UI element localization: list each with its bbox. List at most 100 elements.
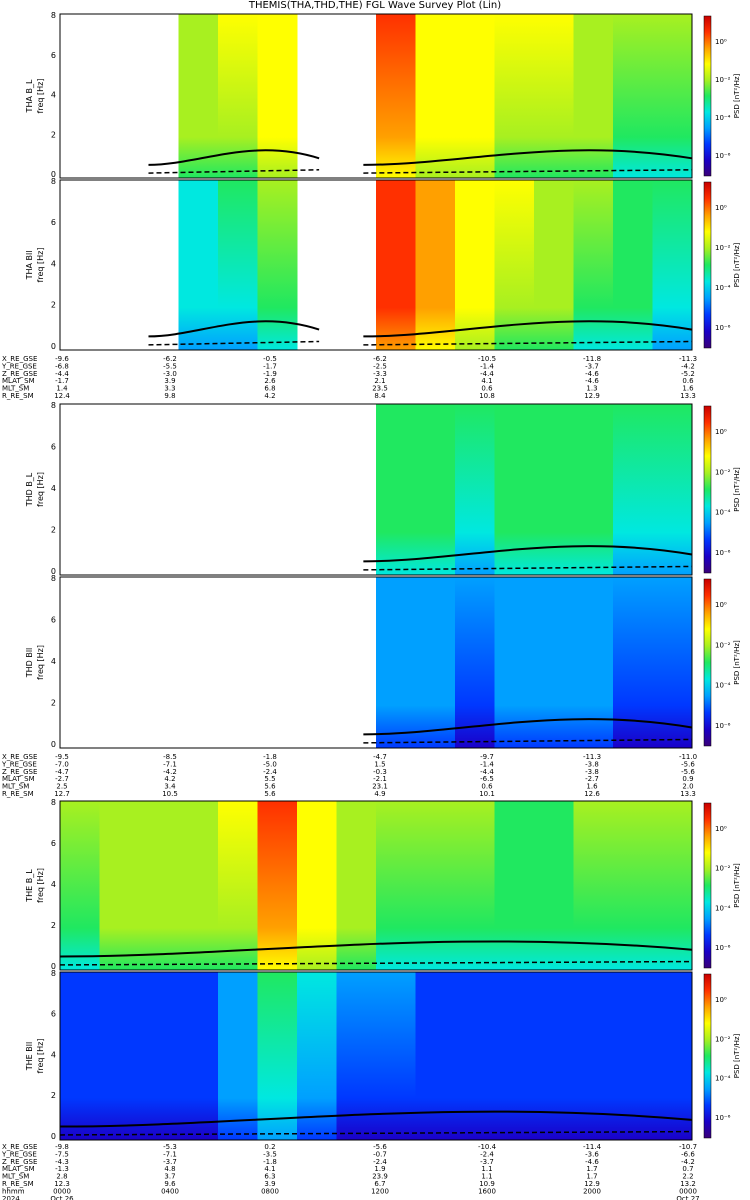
orbit-value: -0.7 [373, 1150, 387, 1158]
spectrogram-panel-tha-0 [59, 13, 712, 179]
orbit-value: -10.4 [478, 1143, 497, 1151]
spectrogram-cell [534, 577, 574, 748]
orbit-value: 0000 [53, 1187, 71, 1195]
spectrogram-cell [613, 972, 653, 1140]
orbit-value: -1.3 [55, 1165, 69, 1173]
colorbar-tick-label: 10⁻² [715, 76, 731, 84]
colorbar-tick-label: 10⁻⁴ [715, 509, 731, 517]
orbit-value: 0800 [261, 1187, 279, 1195]
spectrogram-cell [494, 14, 535, 178]
y-tick-label: 4 [51, 91, 56, 100]
spectrogram-cell [257, 14, 298, 178]
spectrogram-cell [652, 180, 693, 350]
spectrogram-cell [652, 14, 693, 178]
y-tick-label: 0 [51, 170, 56, 179]
y-tick-label: 0 [51, 342, 56, 351]
orbit-value: -11.4 [583, 1143, 602, 1151]
orbit-value: -10.7 [679, 1143, 697, 1151]
orbit-value: -4.6 [585, 1158, 599, 1166]
orbit-value: -5.6 [681, 760, 695, 768]
spectrogram-cell [376, 577, 416, 748]
orbit-value: 3.3 [164, 385, 175, 393]
y-tick-label: 4 [51, 657, 56, 666]
spectrogram-cell [376, 801, 416, 970]
orbit-value: 3.9 [164, 377, 175, 385]
orbit-row-label: X_RE_GSE [2, 355, 37, 363]
spectrogram-cell [218, 801, 258, 970]
orbit-value: 4.9 [374, 790, 385, 798]
fce-line [363, 718, 693, 736]
orbit-value: -7.0 [55, 760, 69, 768]
orbit-value: 3.4 [164, 783, 176, 791]
orbit-value: -4.4 [480, 768, 494, 776]
y-tick-label: 8 [51, 574, 56, 583]
orbit-value: -2.4 [373, 1158, 387, 1166]
colorbar-tick-label: 10⁻⁶ [715, 722, 731, 730]
orbit-value: 0.6 [481, 783, 493, 791]
fci-line [148, 340, 320, 346]
y-tick-label: 4 [51, 259, 56, 268]
orbit-value: 5.6 [264, 783, 276, 791]
orbit-row-label: MLT_SM [2, 783, 29, 791]
orbit-row-label: Y_RE_GSE [1, 760, 37, 768]
panel-frame [59, 576, 693, 749]
colorbar-tick-label: 10⁻⁶ [715, 944, 731, 952]
orbit-value: 6.8 [264, 385, 275, 393]
spectrogram-cell [652, 577, 693, 748]
spectrogram-cell [218, 972, 258, 1140]
y-tick-label: 6 [51, 442, 56, 451]
orbit-value: 23.5 [372, 385, 388, 393]
orbit-row-label: X_RE_GSE [2, 753, 37, 761]
colorbar-tick-label: 10⁻⁴ [715, 904, 731, 912]
colorbar-tick-label: 10⁰ [715, 825, 727, 833]
fci-line [363, 340, 693, 346]
colorbar [703, 578, 712, 747]
orbit-value: -5.0 [263, 760, 277, 768]
orbit-value: -11.3 [679, 355, 697, 363]
orbit-value: 13.3 [680, 392, 696, 400]
orbit-value: -7.1 [163, 760, 177, 768]
orbit-value: 0000 [679, 1187, 697, 1195]
panel-frame [59, 403, 693, 576]
orbit-value: -2.1 [373, 775, 387, 783]
orbit-value: 1.1 [481, 1165, 492, 1173]
orbit-value: 0.9 [682, 775, 693, 783]
orbit-value: -5.6 [681, 768, 695, 776]
spectrogram-cell [376, 180, 416, 350]
orbit-value: 5.6 [264, 790, 276, 798]
spectrogram-cell [455, 577, 495, 748]
orbit-value: -3.3 [373, 370, 387, 378]
spectrogram-cell [573, 577, 614, 748]
orbit-value: 12.3 [54, 1180, 70, 1188]
orbit-value: -4.2 [681, 362, 695, 370]
orbit-row-label: R_RE_SM [2, 392, 34, 400]
orbit-value: -3.6 [585, 1150, 599, 1158]
orbit-value: 4.1 [264, 1165, 275, 1173]
orbit-value: 1.1 [481, 1173, 492, 1181]
spectrogram-cell [415, 972, 456, 1140]
y-tick-label: 2 [51, 525, 56, 534]
orbit-value: 2.5 [56, 783, 67, 791]
orbit-value: 4.8 [164, 1165, 175, 1173]
orbit-value: -5.2 [681, 370, 695, 378]
orbit-value: 1.9 [374, 1165, 385, 1173]
spectrogram-cell [99, 972, 140, 1140]
colorbar-tick-label: 10⁰ [715, 204, 727, 212]
orbit-value: -2.7 [585, 775, 599, 783]
orbit-value: 2.1 [374, 377, 385, 385]
y-tick-label: 2 [51, 921, 56, 930]
colorbar-tick-label: 10⁰ [715, 38, 727, 46]
orbit-value: -4.4 [55, 370, 69, 378]
spectrogram-cell [455, 972, 495, 1140]
orbit-value: -5.3 [163, 1143, 177, 1151]
colorbar-label: PSD [nT²/Hz] [733, 863, 741, 908]
y-tick-label: 4 [51, 1050, 56, 1059]
y-tick-label: 8 [51, 11, 56, 20]
colorbar [703, 405, 712, 574]
spectrogram-cell [376, 14, 416, 178]
spectrogram-cell [534, 404, 574, 575]
y-axis-label: THD B_L [25, 472, 34, 507]
spectrogram-cell [139, 801, 179, 970]
orbit-value: 23.9 [372, 1173, 388, 1181]
y-tick-label: 6 [51, 839, 56, 848]
